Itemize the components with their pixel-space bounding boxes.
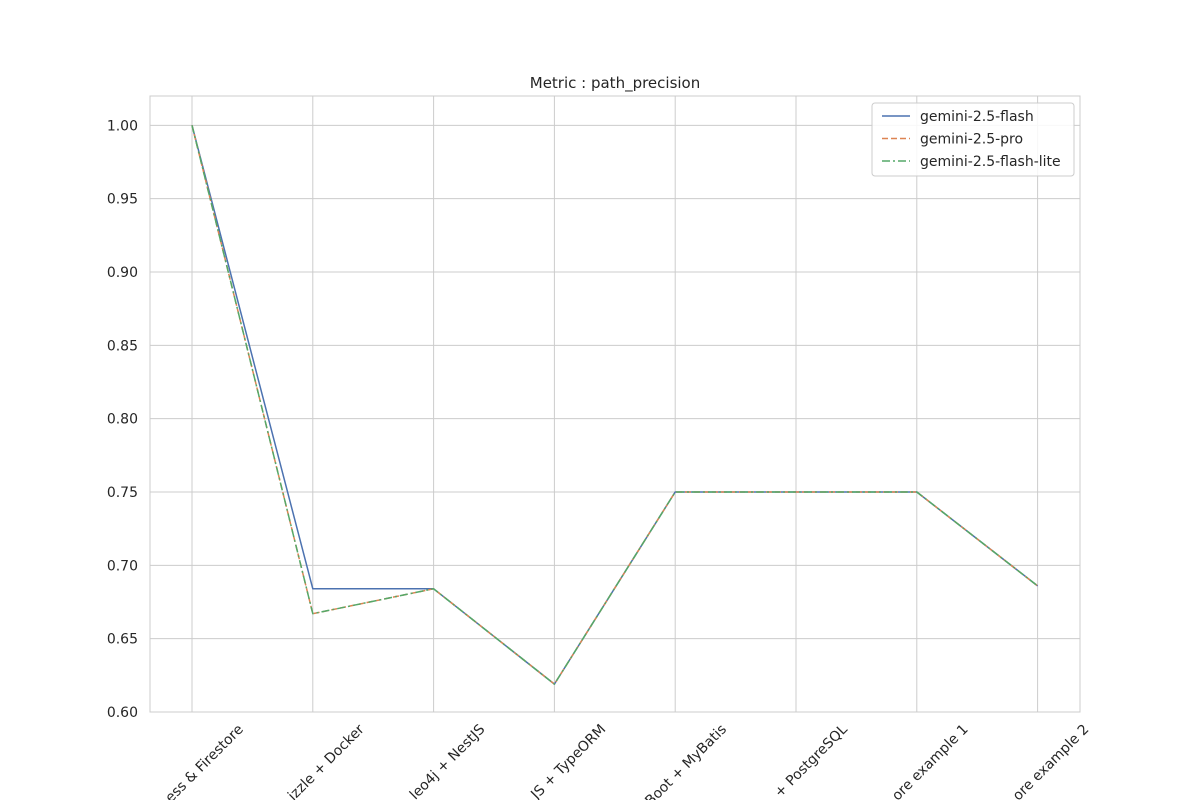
y-tick-label: 0.80 (107, 412, 138, 428)
x-tick-label: ore example 2 (1010, 722, 1093, 800)
legend: gemini-2.5-flash gemini-2.5-pro gemini-2.5… (871, 102, 1075, 177)
x-tick-label: ore example 1 (889, 722, 972, 800)
y-tick-label: 0.60 (107, 705, 138, 721)
y-tick-label: 0.75 (107, 485, 138, 501)
plot-border (149, 95, 1081, 713)
legend-label: gemini-2.5-flash (920, 109, 1034, 125)
legend-box (871, 102, 1075, 177)
x-tick-label: izzle + Docker (285, 721, 368, 800)
x-axis-ticks: ess & Firestore izzle + Docker leo4j + Nes… (162, 721, 1093, 804)
series-line-gemini-2.5-flash-lite (191, 125, 1039, 685)
chart-title: Metric : path_precision (530, 74, 701, 93)
y-tick-label: 0.65 (107, 632, 138, 648)
x-tick-label: Boot + MyBatis (642, 722, 730, 800)
legend-label: gemini-2.5-flash-lite (920, 154, 1061, 170)
y-tick-label: 0.95 (107, 192, 138, 208)
grid (150, 96, 1080, 713)
y-tick-label: 0.70 (107, 558, 138, 574)
x-tick-label: JS + TypeORM (527, 722, 609, 800)
x-tick-label: ess & Firestore (162, 722, 246, 800)
y-tick-label: 0.90 (107, 265, 138, 281)
y-tick-label: 0.85 (107, 338, 138, 354)
legend-label: gemini-2.5-pro (920, 132, 1023, 148)
x-tick-label: leo4j + NestJS (407, 721, 489, 800)
x-tick-label: + PostgreSQL (772, 721, 851, 800)
y-axis-ticks: 0.60 0.65 0.70 0.75 0.80 0.85 0.90 0.95 1.00 (107, 118, 138, 721)
plot-area (150, 96, 1080, 712)
y-tick-label: 1.00 (107, 118, 138, 134)
series-lines (191, 125, 1039, 685)
